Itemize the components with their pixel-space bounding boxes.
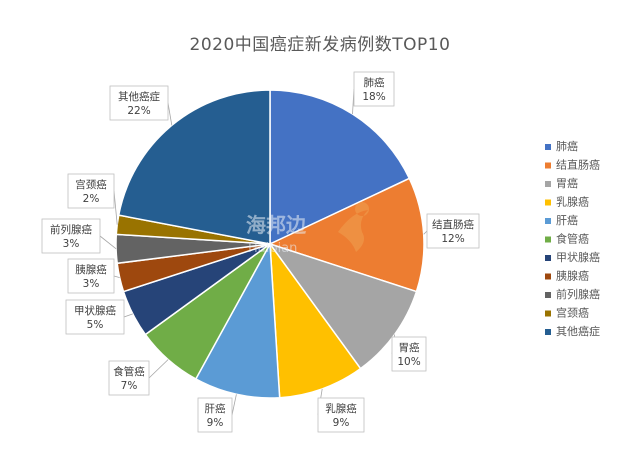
- slice-label-box: [197, 397, 233, 433]
- legend-label: 肝癌: [556, 213, 578, 227]
- legend-swatch: [545, 162, 551, 169]
- legend-label: 甲状腺癌: [556, 250, 600, 264]
- slice-label-box: [65, 299, 125, 335]
- slice-label-value: 5%: [87, 319, 104, 331]
- legend-label: 胰腺癌: [556, 269, 589, 283]
- legend-item: 胰腺癌: [545, 269, 589, 283]
- legend-item: 肝癌: [545, 213, 578, 227]
- leader-line-9: [113, 190, 118, 225]
- legend-item: 结直肠癌: [545, 158, 600, 172]
- legend-item: 前列腺癌: [545, 287, 600, 301]
- legend-item: 甲状腺癌: [545, 250, 600, 264]
- pie-slice-0: [269, 89, 411, 246]
- legend-item: 食管癌: [545, 232, 589, 246]
- slice-label-box: [426, 213, 480, 249]
- legend-swatch: [545, 199, 551, 206]
- slice-label-value: 22%: [127, 105, 150, 117]
- slice-label-10: 其他癌症 22%: [109, 85, 169, 121]
- legend-swatch: [545, 236, 551, 243]
- slice-label-6: 甲状腺癌 5%: [65, 299, 125, 335]
- slice-label-1: 结直肠癌 12%: [426, 213, 480, 249]
- slice-label-name: 胰腺癌: [75, 263, 107, 276]
- slice-label-name: 肝癌: [205, 402, 226, 415]
- leader-line-5: [148, 359, 169, 379]
- watermark: 海邦边 Haibian: [246, 202, 370, 256]
- slice-label-name: 肺癌: [364, 76, 385, 89]
- legend-swatch: [545, 292, 551, 298]
- slice-label-box: [67, 258, 115, 294]
- watermark-subtext: Haibian: [248, 241, 297, 256]
- legend-label: 宫颈癌: [556, 306, 589, 320]
- slice-label-value: 9%: [207, 417, 224, 429]
- slice-label-5: 食管癌 7%: [108, 360, 150, 396]
- legend-swatch: [545, 144, 551, 150]
- slice-label-4: 肝癌 9%: [197, 397, 233, 433]
- slice-label-value: 18%: [362, 91, 385, 103]
- legend-item: 乳腺癌: [545, 195, 589, 209]
- slice-label-box: [353, 71, 395, 107]
- legend-item: 肺癌: [545, 139, 578, 153]
- slice-labels: 肺癌 18% 结直肠癌 12% 胃癌 10% 乳腺癌 9% 肝癌 9% 食管癌 7% 甲状腺癌 5% 胰腺癌…: [41, 71, 480, 433]
- pie-slice-4: [194, 241, 281, 399]
- legend-swatch: [545, 310, 551, 317]
- slice-label-2: 胃癌 10%: [391, 336, 427, 372]
- slice-label-box: [109, 85, 169, 121]
- pie-slices: [115, 89, 425, 399]
- legend-swatch: [545, 329, 551, 335]
- slice-label-name: 前列腺癌: [50, 223, 92, 236]
- legend-swatch: [545, 255, 551, 261]
- slice-label-value: 3%: [83, 278, 100, 290]
- legend-label: 肺癌: [556, 139, 578, 153]
- legend-label: 胃癌: [556, 176, 578, 190]
- leader-line-4: [231, 394, 237, 416]
- slice-label-box: [41, 218, 101, 254]
- slice-label-value: 9%: [333, 417, 350, 429]
- leader-line-10: [167, 102, 173, 126]
- legend-swatch: [545, 218, 551, 224]
- legend-item: 其他癌症: [545, 324, 600, 338]
- watermark-text: 海邦边: [246, 213, 307, 237]
- legend-item: 胃癌: [545, 176, 578, 190]
- leader-line-6: [123, 313, 133, 318]
- slice-label-box: [317, 397, 365, 433]
- slice-label-value: 7%: [121, 380, 138, 392]
- slice-label-name: 胃癌: [399, 341, 420, 354]
- legend-label: 乳腺癌: [556, 195, 589, 209]
- slice-label-value: 12%: [441, 233, 464, 245]
- slice-label-3: 乳腺癌 9%: [317, 397, 365, 433]
- slice-label-value: 10%: [397, 356, 420, 368]
- legend-swatch: [545, 273, 551, 280]
- slice-label-name: 甲状腺癌: [74, 304, 116, 317]
- slice-label-value: 2%: [83, 193, 100, 205]
- slice-label-0: 肺癌 18%: [353, 71, 395, 107]
- chart-title: 2020中国癌症新发病例数TOP10: [189, 35, 451, 55]
- slice-label-name: 乳腺癌: [325, 402, 357, 415]
- leader-line-8: [99, 235, 117, 250]
- leader-line-1: [423, 230, 428, 235]
- legend-swatch: [545, 181, 551, 187]
- watermark-logo-icon: [338, 202, 370, 252]
- slice-label-name: 结直肠癌: [432, 218, 474, 231]
- pie-slice-10: [117, 89, 271, 245]
- legend-label: 前列腺癌: [556, 287, 600, 301]
- slice-label-box: [67, 173, 115, 209]
- slice-label-name: 其他癌症: [118, 90, 160, 103]
- pie-slice-3: [269, 241, 362, 399]
- slice-label-name: 食管癌: [113, 365, 145, 378]
- slice-label-8: 前列腺癌 3%: [41, 218, 101, 254]
- leader-line-7: [113, 275, 120, 278]
- slice-label-7: 胰腺癌 3%: [67, 258, 115, 294]
- slice-label-box: [391, 336, 427, 372]
- legend-label: 其他癌症: [556, 324, 600, 338]
- slice-label-name: 宫颈癌: [75, 178, 107, 191]
- slice-label-value: 3%: [63, 238, 80, 250]
- legend-label: 结直肠癌: [556, 158, 600, 172]
- legend-item: 宫颈癌: [545, 306, 589, 320]
- legend-label: 食管癌: [556, 232, 589, 246]
- slice-label-box: [108, 360, 150, 396]
- slice-label-9: 宫颈癌 2%: [67, 173, 115, 209]
